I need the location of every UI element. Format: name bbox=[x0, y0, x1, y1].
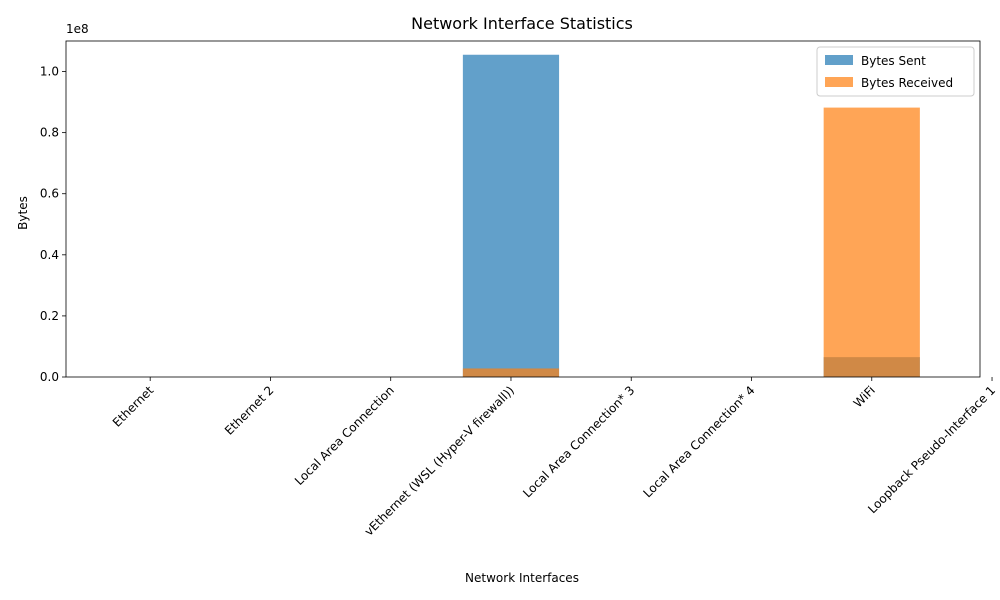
x-tick-label: Local Area Connection* 3 bbox=[520, 383, 637, 500]
plot-frame bbox=[65, 40, 981, 378]
bar-sent-3 bbox=[462, 54, 560, 377]
x-tick-label: Ethernet bbox=[110, 383, 157, 430]
x-tick-label: Loopback Pseudo-Interface 1 bbox=[865, 383, 998, 516]
y-tick-label: 0.0 bbox=[40, 370, 59, 384]
x-tick-label: Local Area Connection* 4 bbox=[640, 383, 757, 500]
x-tick-label: vEthernet (WSL (Hyper-V firewall)) bbox=[362, 383, 517, 538]
legend-label: Bytes Sent bbox=[861, 54, 926, 68]
y-offset-label: 1e8 bbox=[66, 22, 89, 36]
y-tick-label: 0.8 bbox=[40, 126, 59, 140]
y-tick-label: 0.6 bbox=[40, 187, 59, 201]
x-tick-label: Ethernet 2 bbox=[222, 383, 277, 438]
bar-received-6 bbox=[823, 107, 920, 378]
legend-label: Bytes Received bbox=[861, 76, 953, 90]
x-tick-label: Local Area Connection bbox=[292, 383, 397, 488]
legend: Bytes Sent Bytes Received bbox=[816, 46, 975, 97]
legend-swatch bbox=[825, 55, 853, 65]
x-tick-label: WiFi bbox=[851, 383, 878, 410]
bar-received-3 bbox=[462, 368, 560, 377]
legend-swatch bbox=[825, 77, 853, 87]
y-tick-label: 0.2 bbox=[40, 309, 59, 323]
chart-title: Network Interface Statistics bbox=[411, 14, 633, 33]
legend-frame bbox=[816, 46, 975, 97]
y-tick-label: 1.0 bbox=[40, 65, 59, 79]
y-tick-label: 0.4 bbox=[40, 248, 59, 262]
x-axis-label: Network Interfaces bbox=[465, 571, 579, 585]
y-axis-label: Bytes bbox=[16, 196, 30, 230]
bars-layer bbox=[462, 54, 920, 378]
